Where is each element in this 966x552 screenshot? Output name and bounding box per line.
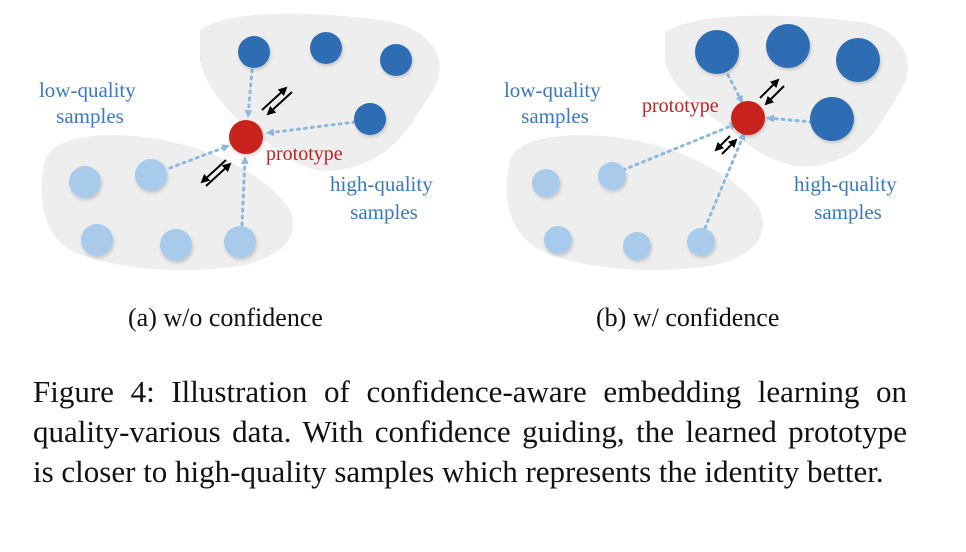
low-quality-sample bbox=[623, 232, 651, 260]
caption-text: Figure 4: Illustration of confidence-awa… bbox=[33, 374, 907, 489]
force-arrow-b-up-1 bbox=[759, 78, 780, 99]
high-quality-sample bbox=[354, 103, 386, 135]
force-arrow-b-up-2 bbox=[764, 85, 785, 106]
high-quality-sample bbox=[380, 44, 412, 76]
low-quality-label-a-2: samples bbox=[56, 104, 124, 128]
high-quality-label-b-2: samples bbox=[814, 200, 882, 224]
high-quality-sample bbox=[836, 38, 880, 82]
force-arrow-a-up-2 bbox=[266, 91, 293, 116]
high-quality-sample bbox=[766, 24, 810, 68]
svg-text:high-quality samples: high-quality samples bbox=[794, 172, 902, 224]
low-quality-sample bbox=[224, 226, 256, 258]
svg-text:low-quality samples: low-quality samples bbox=[504, 78, 606, 128]
panel-a: low-quality samples high-quality samples… bbox=[39, 13, 440, 270]
prototype-label-b: prototype bbox=[642, 95, 719, 117]
subcaption-b: (b) w/ confidence bbox=[596, 303, 780, 332]
figure-caption: Figure 4: Illustration of confidence-awa… bbox=[33, 372, 907, 492]
link-a-4 bbox=[240, 156, 249, 227]
link-b-4 bbox=[703, 132, 746, 230]
prototype-point-b bbox=[731, 101, 765, 135]
low-quality-sample bbox=[687, 228, 715, 256]
high-quality-sample bbox=[310, 32, 342, 64]
prototype-label-a: prototype bbox=[266, 143, 343, 165]
panel-b: low-quality samples high-quality samples… bbox=[504, 15, 908, 270]
link-a-3 bbox=[168, 144, 230, 170]
low-quality-sample bbox=[81, 224, 113, 256]
high-quality-label-a-2: samples bbox=[350, 200, 418, 224]
high-quality-sample bbox=[695, 30, 739, 74]
high-quality-label-a-1: high-quality bbox=[330, 172, 433, 196]
link-b-3 bbox=[621, 122, 738, 172]
low-quality-label-b-1: low-quality bbox=[504, 78, 601, 102]
svg-text:low-quality samples: low-quality samples bbox=[39, 78, 141, 128]
link-b-2 bbox=[766, 114, 814, 124]
link-b-1 bbox=[726, 73, 744, 104]
high-quality-sample bbox=[810, 97, 854, 141]
subcaption-a: (a) w/o confidence bbox=[128, 303, 323, 332]
low-quality-sample bbox=[532, 169, 560, 197]
low-quality-sample bbox=[598, 162, 626, 190]
high-quality-label-b-1: high-quality bbox=[794, 172, 897, 196]
force-arrow-b-dn-2 bbox=[721, 138, 738, 155]
low-quality-sample bbox=[69, 166, 101, 198]
link-a-2 bbox=[266, 120, 357, 137]
force-arrow-a-dn-2 bbox=[205, 162, 232, 187]
svg-text:high-quality samples: high-quality samples bbox=[330, 172, 438, 224]
high-quality-sample bbox=[238, 36, 270, 68]
low-quality-sample bbox=[160, 229, 192, 261]
low-quality-label-b-2: samples bbox=[521, 104, 589, 128]
figure-illustration: low-quality samples high-quality samples… bbox=[39, 13, 908, 270]
force-arrow-a-up-1 bbox=[261, 86, 288, 111]
prototype-point-a bbox=[229, 120, 263, 154]
force-arrow-b-dn-1 bbox=[714, 135, 731, 152]
low-quality-sample bbox=[135, 159, 167, 191]
low-quality-label-a-1: low-quality bbox=[39, 78, 136, 102]
link-a-1 bbox=[244, 68, 254, 118]
low-quality-sample bbox=[544, 226, 572, 254]
